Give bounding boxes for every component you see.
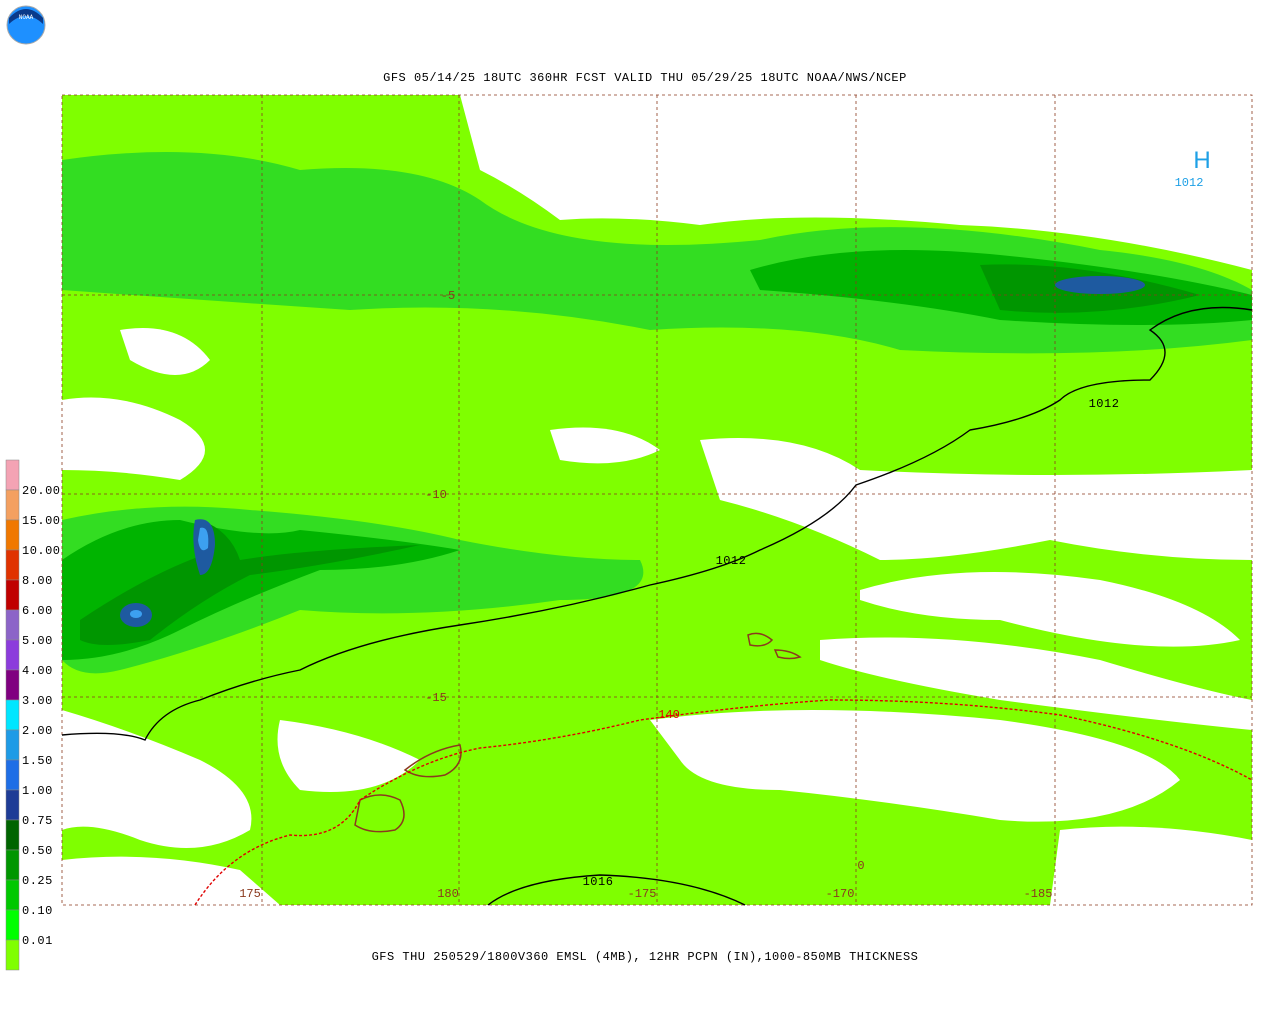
legend-swatch [5,849,20,881]
lat-label: -10 [425,488,447,502]
legend-swatch [5,789,20,821]
thickness-label: 0 [857,859,864,873]
legend-label: 20.00 [22,484,61,498]
legend-swatch [5,549,20,581]
lon-label: -170 [826,887,855,901]
legend-label: 5.00 [22,634,53,648]
legend-swatch [5,459,20,491]
legend-label: 1.00 [22,784,53,798]
legend-label: 2.00 [22,724,53,738]
legend-label: 4.00 [22,664,53,678]
legend-swatch [5,519,20,551]
lon-label: 175 [239,887,261,901]
legend-swatch [5,489,20,521]
lon-label: 180 [437,887,459,901]
legend-swatch [5,909,20,941]
legend-swatch [5,819,20,851]
high-pressure: 1012 [1175,176,1204,190]
legend-label: 10.00 [22,544,61,558]
isobar-label: 1012 [716,554,747,568]
legend-label: 0.10 [22,904,53,918]
isobars [61,306,1253,906]
legend-swatch [5,699,20,731]
legend-swatch [5,579,20,611]
high-symbol: H [1193,147,1210,174]
lat-label: -5 [441,289,455,303]
lat-label: -15 [425,691,447,705]
legend-swatch [5,939,20,971]
coastlines [354,632,802,833]
legend-swatch [5,759,20,791]
isobar-label: 1016 [583,875,614,889]
legend-label: 1.50 [22,754,53,768]
legend-swatch [5,669,20,701]
isobar-label: 1012 [1089,397,1120,411]
grid [61,94,1253,906]
legend-label: 15.00 [22,514,61,528]
map-caption: GFS THU 250529/1800V360 EMSL (4MB), 12HR… [372,950,919,964]
legend-label: 0.50 [22,844,53,858]
thickness-label: 140 [658,708,680,722]
precip-core [1055,276,1145,294]
thickness-contour [194,699,1253,906]
legend-label: 0.01 [22,934,53,948]
legend-swatch [5,609,20,641]
legend-swatch [5,639,20,671]
legend-label: 0.75 [22,814,53,828]
legend-label: 8.00 [22,574,53,588]
map-title: GFS 05/14/25 18UTC 360HR FCST VALID THU … [383,71,907,85]
logo: NOAA [6,5,46,45]
lon-label: -185 [1024,887,1053,901]
legend-label: 6.00 [22,604,53,618]
logo-text: NOAA [19,14,34,21]
legend: 20.00 15.00 10.00 8.00 6.00 5.00 4.00 3.00 2.00 1… [5,459,61,971]
legend-label: 0.25 [22,874,53,888]
lon-label: -175 [628,887,657,901]
legend-swatch [5,879,20,911]
legend-swatch [5,729,20,761]
legend-label: 3.00 [22,694,53,708]
